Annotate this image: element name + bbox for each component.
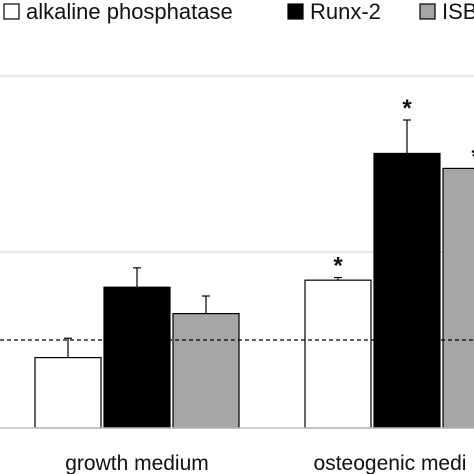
bars (34, 152, 474, 429)
category-labels: growth medium osteogenic medi (65, 452, 466, 474)
legend-swatch-1 (287, 3, 304, 20)
bar-1-0 (103, 286, 171, 429)
error-bars: * * * (64, 95, 474, 358)
legend-swatch-2 (419, 3, 436, 20)
legend: alkaline phosphatase Runx-2 ISBP (3, 0, 474, 24)
category-label-1: osteogenic medi (314, 452, 467, 474)
legend-swatch-0 (3, 3, 20, 20)
legend-label-2: ISBP (442, 0, 474, 24)
category-label-0: growth medium (65, 452, 209, 474)
bar-0-0 (34, 357, 102, 429)
legend-label-1: Runx-2 (310, 0, 381, 24)
bar-1-1 (373, 152, 441, 429)
bar-2-0 (172, 313, 240, 429)
bar-2-1 (442, 167, 474, 429)
significance-star-1-1: * (402, 95, 412, 122)
legend-label-0: alkaline phosphatase (26, 0, 233, 24)
bar-0-1 (304, 279, 372, 429)
significance-star-2-1: * (471, 143, 474, 170)
significance-star-0-1: * (333, 253, 343, 280)
